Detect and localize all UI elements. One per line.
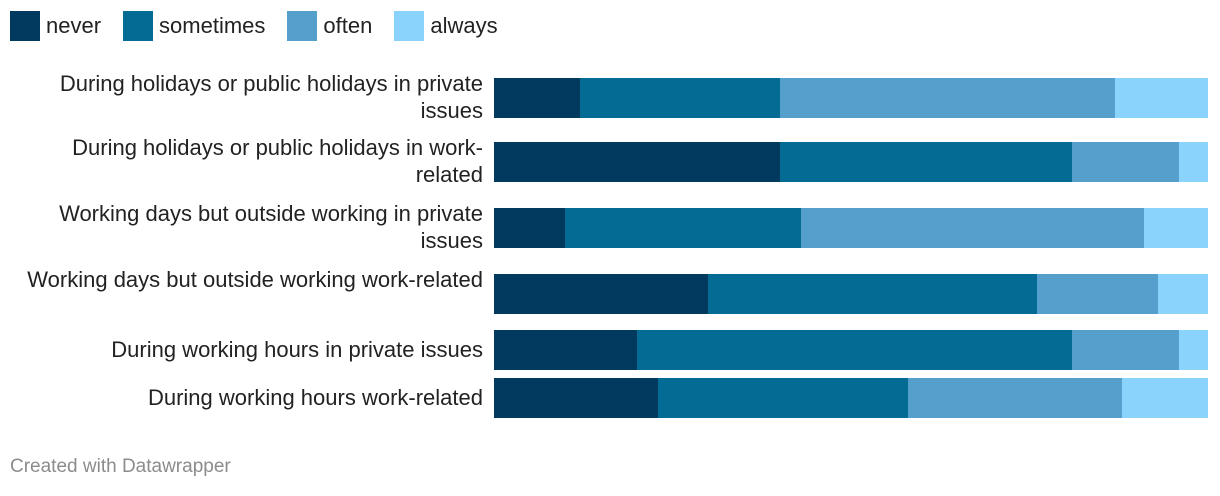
bar-segment-never: [494, 78, 580, 118]
bar-segment-always: [1115, 78, 1208, 118]
bar-segment-sometimes: [636, 330, 1073, 370]
category-label: During working hours work-related: [147, 385, 483, 410]
bar-row: [494, 330, 1208, 370]
bar-row: [494, 274, 1208, 314]
datawrapper-credit: Created with Datawrapper: [10, 456, 231, 477]
bar-segment-often: [1072, 330, 1180, 370]
category-label: During holidays or public holidays in wo…: [72, 135, 483, 187]
bar-segment-always: [1122, 378, 1208, 418]
bar-segment-never: [494, 142, 780, 182]
bar-segment-often: [908, 378, 1123, 418]
legend-swatch-sometimes: [123, 11, 154, 41]
legend-swatch-always: [394, 11, 425, 41]
bar-row: [494, 378, 1208, 418]
bar-segment-sometimes: [708, 274, 1037, 314]
bar-segment-always: [1179, 330, 1208, 370]
bar-segment-often: [801, 208, 1144, 248]
bar-row: [494, 208, 1208, 248]
bar-segment-always: [1179, 142, 1208, 182]
legend-label-always: always: [430, 13, 498, 38]
bar-segment-often: [779, 78, 1116, 118]
bar-segment-never: [494, 274, 709, 314]
legend-swatch-never: [10, 11, 40, 41]
bar-segment-sometimes: [658, 378, 909, 418]
category-label: Working days but outside working in priv…: [59, 201, 483, 253]
bar-segment-never: [494, 330, 637, 370]
chart-legend: never sometimes often always: [10, 10, 520, 42]
legend-label-never: never: [46, 13, 102, 38]
category-label: Working days but outside working work-re…: [27, 267, 483, 292]
legend-item-often: often: [287, 11, 372, 41]
bar-segment-often: [1036, 274, 1158, 314]
bar-segment-often: [1072, 142, 1180, 182]
category-label: During holidays or public holidays in pr…: [59, 71, 483, 123]
bar-segment-never: [494, 208, 566, 248]
category-label: During working hours in private issues: [111, 337, 483, 362]
legend-item-always: always: [394, 11, 498, 41]
bar-segment-sometimes: [579, 78, 780, 118]
legend-swatch-often: [287, 11, 318, 41]
bar-segment-never: [494, 378, 659, 418]
bar-segment-sometimes: [565, 208, 801, 248]
bar-segment-always: [1158, 274, 1208, 314]
legend-item-never: never: [10, 11, 101, 41]
bar-segment-always: [1143, 208, 1208, 248]
bar-segment-sometimes: [779, 142, 1073, 182]
bar-row: [494, 142, 1208, 182]
legend-label-often: often: [323, 13, 373, 38]
legend-item-sometimes: sometimes: [123, 11, 265, 41]
legend-label-sometimes: sometimes: [159, 13, 266, 38]
bar-row: [494, 78, 1208, 118]
